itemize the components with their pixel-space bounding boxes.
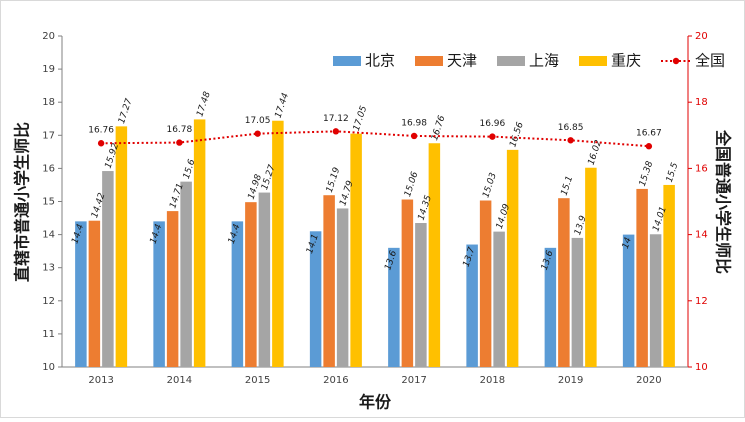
bar — [88, 220, 101, 367]
national-line-point — [332, 128, 340, 135]
national-line-label: 17.05 — [245, 116, 271, 126]
legend-label: 重庆 — [611, 52, 641, 70]
left-axis-ticks: 10 11 12 13 14 15 16 17 18 19 20 — [42, 31, 62, 373]
y-tick-label: 17 — [42, 130, 55, 141]
national-line-point — [489, 133, 496, 140]
y-tick-label: 14 — [42, 230, 55, 241]
bar — [466, 244, 478, 367]
x-tick-label: 2017 — [401, 375, 426, 386]
y2-tick-label: 10 — [695, 362, 708, 373]
x-axis-title: 年份 — [359, 393, 392, 412]
y-tick-label: 15 — [42, 197, 55, 208]
y2-tick-label: 16 — [695, 163, 708, 174]
national-line-label: 16.78 — [166, 125, 192, 135]
bar — [571, 237, 584, 367]
bar — [558, 198, 570, 367]
bar — [506, 149, 519, 367]
y-tick-label: 10 — [42, 362, 55, 373]
bar — [649, 234, 662, 367]
x-tick-label: 2016 — [323, 375, 348, 386]
bar — [493, 231, 505, 367]
x-tick-label: 2015 — [245, 375, 270, 386]
legend-swatch — [415, 56, 443, 66]
national-line-point — [645, 143, 653, 150]
bar — [115, 126, 128, 367]
x-tick-label: 2013 — [88, 375, 113, 386]
national-line-point — [254, 130, 261, 137]
legend-label: 上海 — [529, 52, 559, 70]
national-line-label: 16.67 — [636, 129, 662, 139]
right-axis-ticks: 10 12 14 16 18 20 — [688, 31, 708, 373]
national-line-label: 16.96 — [479, 119, 505, 129]
y-tick-label: 12 — [42, 296, 55, 307]
bar — [272, 120, 284, 368]
national-line-label: 16.85 — [558, 123, 584, 133]
legend-line-marker — [672, 57, 680, 65]
bar — [309, 231, 322, 367]
bars — [75, 119, 675, 368]
y-tick-label: 18 — [42, 97, 55, 108]
national-line-point — [410, 132, 418, 140]
y2-tick-label: 14 — [695, 230, 708, 241]
bar — [415, 223, 427, 367]
bar — [102, 171, 114, 367]
y2-tick-label: 20 — [695, 31, 708, 42]
legend: 北京 天津 上海 重庆 全国 — [333, 52, 725, 70]
national-line-path — [101, 130, 649, 148]
bar — [153, 221, 165, 367]
x-tick-label: 2018 — [480, 375, 505, 386]
bar — [544, 247, 557, 367]
legend-swatch — [579, 56, 607, 66]
y-axis-title: 直辖市普通小学生师比 — [13, 122, 32, 282]
bar — [585, 167, 597, 367]
legend-swatch — [333, 56, 361, 66]
bar — [622, 234, 635, 367]
national-line-point — [176, 139, 183, 146]
y-tick-label: 13 — [42, 263, 55, 274]
bar — [388, 247, 400, 367]
bar — [336, 208, 349, 367]
bar-data-label: 14 — [621, 236, 634, 250]
x-tick-label: 2020 — [636, 375, 661, 386]
national-line — [97, 128, 653, 150]
national-line-labels: 16.76 16.78 17.05 17.12 16.98 16.96 16.85 16.67 — [88, 114, 662, 139]
bar — [231, 221, 244, 367]
y2-tick-label: 12 — [695, 296, 708, 307]
legend-label: 全国 — [695, 52, 725, 70]
y-tick-label: 16 — [42, 163, 55, 174]
bar — [323, 195, 335, 367]
bar — [180, 181, 192, 367]
bar — [258, 192, 271, 367]
bar — [75, 221, 87, 367]
bar — [166, 211, 179, 367]
bar — [401, 199, 414, 367]
bar — [193, 119, 206, 367]
bar — [350, 133, 362, 367]
national-line-label: 17.12 — [323, 114, 349, 124]
bar — [479, 200, 492, 367]
y-tick-label: 20 — [42, 31, 55, 42]
x-axis-ticks: 2013 2014 2015 2016 2017 2018 2019 2020 — [88, 375, 661, 386]
legend-label: 北京 — [365, 52, 395, 70]
national-line-label: 16.76 — [88, 126, 114, 136]
legend-label: 天津 — [447, 52, 477, 70]
y2-axis-title: 全国普通小学生师比 — [714, 129, 733, 274]
bar — [636, 188, 648, 367]
bar — [428, 143, 441, 367]
y-tick-label: 11 — [42, 329, 55, 340]
national-line-label: 16.98 — [401, 118, 427, 128]
legend-swatch — [497, 56, 525, 66]
national-line-point — [567, 137, 574, 144]
national-line-point — [97, 140, 105, 147]
bar — [245, 202, 257, 367]
y2-tick-label: 18 — [695, 97, 708, 108]
x-tick-label: 2014 — [167, 375, 192, 386]
x-tick-label: 2019 — [558, 375, 583, 386]
bar — [663, 184, 675, 367]
y-tick-label: 19 — [42, 64, 55, 75]
